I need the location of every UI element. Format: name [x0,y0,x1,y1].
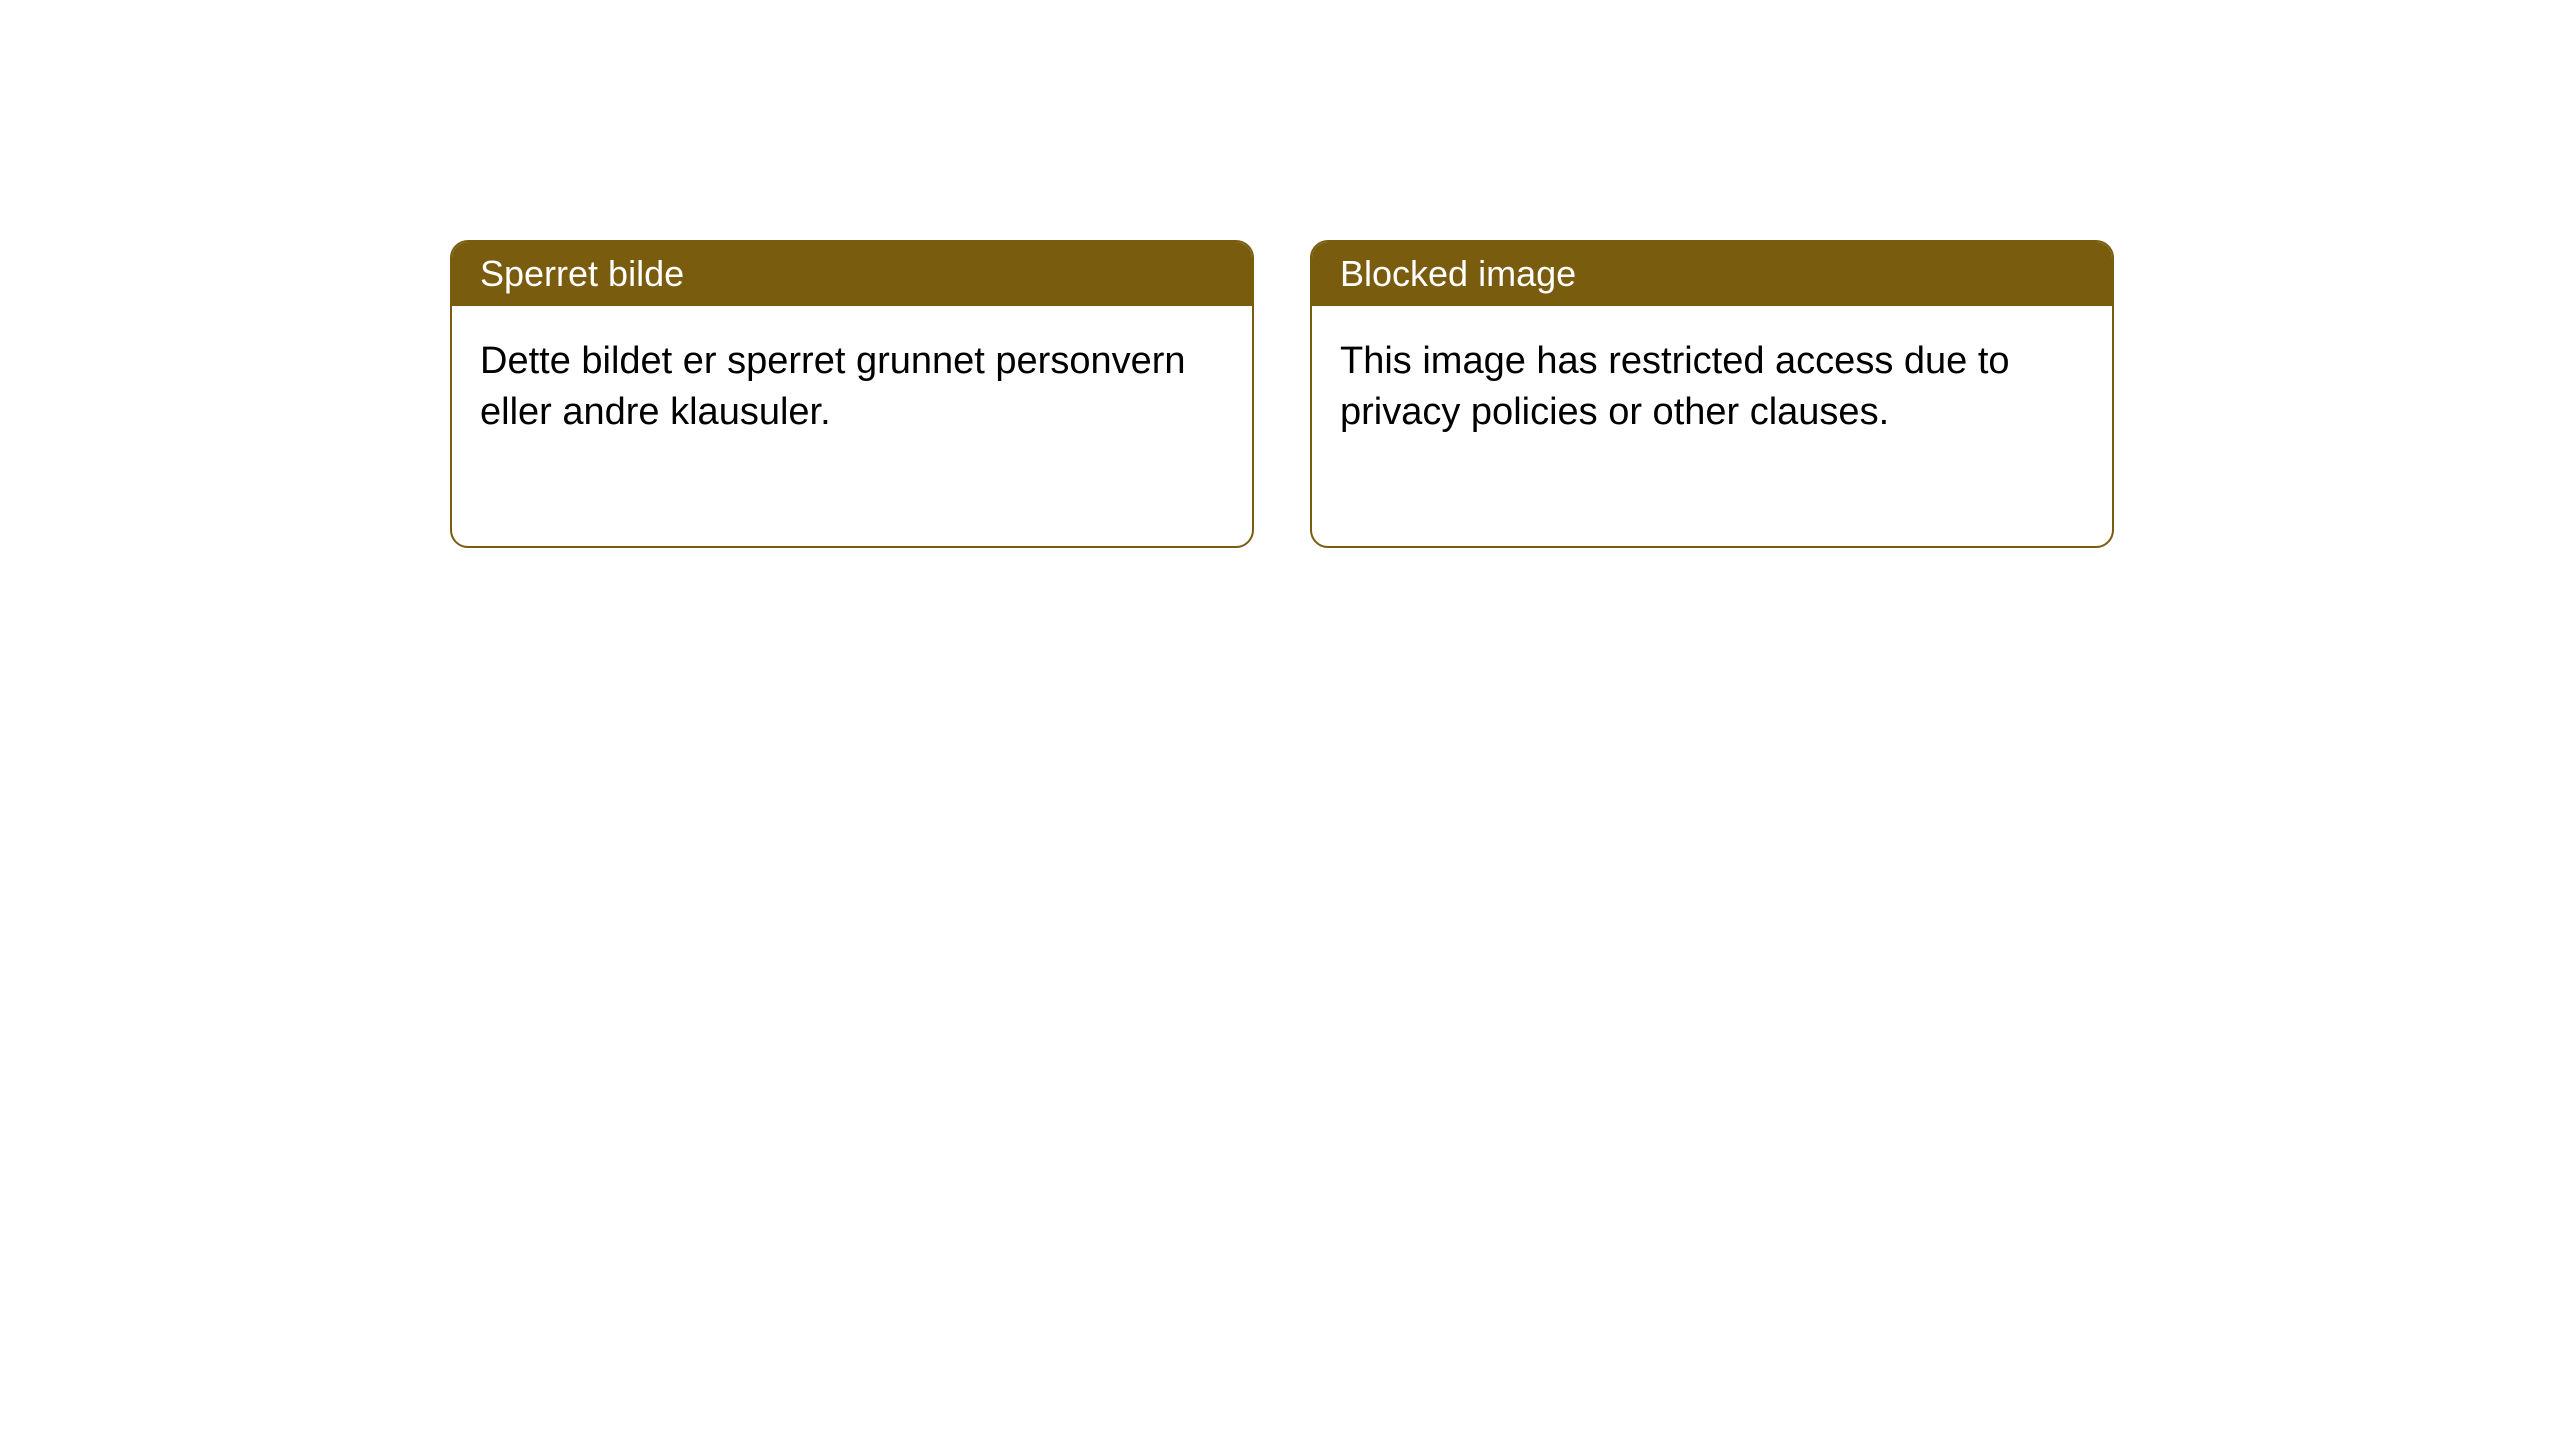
notice-title: Sperret bilde [480,253,684,294]
notice-card-norwegian: Sperret bilde Dette bildet er sperret gr… [450,240,1254,548]
notice-card-english: Blocked image This image has restricted … [1310,240,2114,548]
notice-body: This image has restricted access due to … [1312,306,2112,546]
notice-title: Blocked image [1340,253,1576,294]
notice-container: Sperret bilde Dette bildet er sperret gr… [450,240,2114,548]
notice-header: Blocked image [1312,242,2112,306]
notice-message: This image has restricted access due to … [1340,340,2010,433]
notice-message: Dette bildet er sperret grunnet personve… [480,340,1186,433]
notice-body: Dette bildet er sperret grunnet personve… [452,306,1252,546]
notice-header: Sperret bilde [452,242,1252,306]
